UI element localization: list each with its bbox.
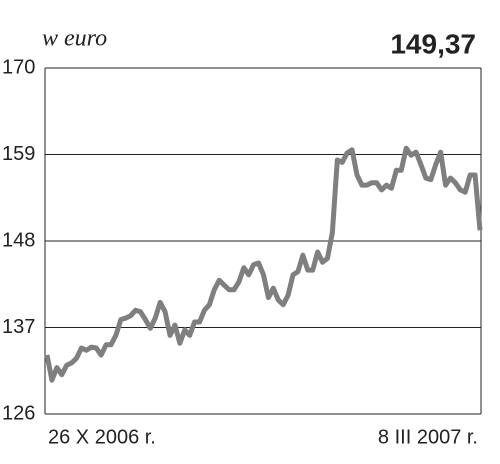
y-tick-label: 137: [2, 316, 35, 338]
y-tick-label: 159: [2, 143, 35, 165]
y-tick-label: 126: [2, 402, 35, 424]
data-line: [44, 145, 483, 383]
last-value: 149,37: [390, 28, 476, 59]
subtitle: w euro: [42, 26, 107, 52]
x-tick-label: 8 III 2007 r.: [378, 426, 478, 448]
y-tick-label: 170: [2, 56, 35, 78]
x-tick-label: 26 X 2006 r.: [48, 426, 156, 448]
y-tick-label: 148: [2, 229, 35, 251]
